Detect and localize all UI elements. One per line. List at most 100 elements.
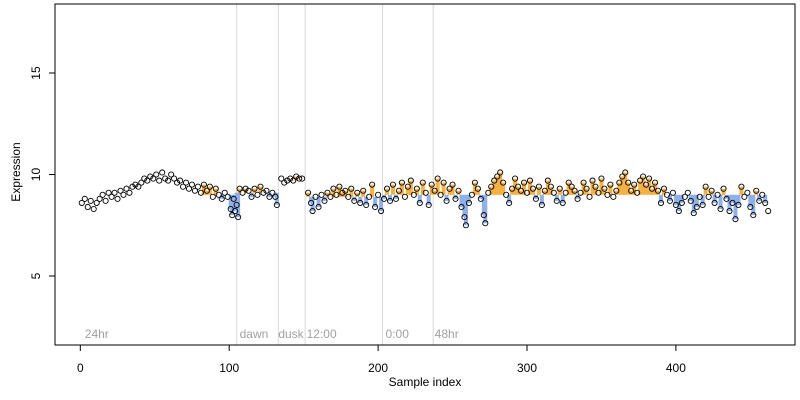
deviation-bar — [441, 182, 446, 195]
deviation-bar — [204, 190, 209, 195]
data-point — [711, 199, 718, 206]
deviation-bar — [718, 194, 723, 210]
data-point — [273, 201, 280, 208]
region-lines-group — [236, 4, 434, 345]
data-point — [595, 189, 602, 196]
data-point — [705, 193, 712, 200]
deviation-bar — [230, 194, 235, 216]
deviation-bar — [754, 190, 759, 195]
data-point — [327, 193, 334, 200]
deviation-bar — [432, 190, 437, 195]
region-label: 12:00 — [307, 327, 337, 341]
data-point — [750, 212, 757, 219]
deviation-bar — [501, 182, 506, 195]
data-point — [562, 189, 569, 196]
data-point — [491, 177, 498, 184]
data-point — [455, 187, 462, 194]
data-point — [266, 193, 273, 200]
data-point — [547, 183, 554, 190]
deviation-bar — [590, 180, 595, 195]
data-point — [506, 199, 513, 206]
data-point — [144, 177, 151, 184]
data-point — [497, 169, 504, 176]
data-point — [378, 207, 385, 215]
data-point — [407, 177, 414, 184]
data-point — [171, 175, 178, 182]
region-label: 48hr — [435, 327, 459, 341]
data-point — [389, 181, 397, 188]
data-point — [693, 203, 700, 211]
deviation-bar — [306, 192, 311, 197]
deviation-bar — [453, 194, 458, 199]
data-point — [604, 191, 611, 198]
data-point — [224, 193, 231, 200]
deviation-bar — [641, 176, 646, 195]
deviation-bar — [629, 190, 634, 195]
data-point — [111, 189, 118, 196]
data-point — [568, 183, 575, 190]
data-point — [416, 199, 423, 206]
data-point — [296, 175, 303, 182]
deviation-bar — [466, 194, 471, 203]
data-point — [206, 183, 213, 190]
x-axis-label: Sample index — [389, 375, 462, 389]
data-point — [696, 193, 703, 200]
x-tick-label: 0 — [77, 361, 84, 375]
data-point — [643, 181, 650, 188]
data-point — [114, 195, 121, 202]
data-point — [372, 203, 379, 211]
data-point — [717, 205, 724, 213]
deviation-bar — [545, 180, 550, 195]
data-point — [200, 181, 207, 188]
data-point — [625, 179, 632, 186]
data-point — [425, 201, 432, 208]
data-point — [687, 197, 694, 204]
data-point — [684, 189, 691, 196]
data-point — [634, 189, 641, 196]
data-point — [99, 191, 106, 198]
data-point — [477, 195, 484, 202]
data-point — [610, 193, 617, 200]
data-point — [649, 185, 656, 192]
data-point — [538, 201, 545, 208]
deviation-bar — [405, 186, 410, 195]
data-point — [78, 199, 85, 206]
deviation-bar — [507, 194, 512, 203]
data-point — [182, 179, 190, 186]
data-point — [471, 179, 478, 186]
data-point — [383, 185, 391, 192]
deviation-bar — [399, 182, 404, 195]
data-point — [209, 193, 216, 200]
data-point — [312, 193, 319, 200]
data-point — [235, 214, 242, 221]
data-point — [191, 187, 199, 194]
data-point — [309, 207, 316, 215]
data-point — [257, 183, 264, 190]
data-point — [87, 197, 94, 204]
data-point — [515, 183, 522, 190]
deviation-bar — [456, 190, 461, 195]
data-point — [431, 187, 438, 194]
data-point — [96, 195, 103, 202]
deviation-bar — [450, 184, 455, 195]
deviation-bar — [724, 194, 729, 199]
data-point — [290, 177, 297, 184]
deviation-bar — [355, 192, 360, 197]
deviation-bar — [560, 194, 565, 203]
deviation-bar — [393, 194, 398, 199]
deviation-bar — [322, 196, 327, 201]
deviation-bar — [390, 184, 395, 195]
deviation-bar — [364, 196, 369, 205]
data-point — [336, 183, 343, 190]
x-tick-label: 400 — [666, 361, 686, 375]
data-point — [321, 197, 328, 204]
data-point — [308, 199, 315, 206]
data-point — [422, 189, 429, 196]
deviation-bar — [739, 186, 744, 195]
data-point — [203, 187, 210, 194]
deviation-bar — [679, 194, 684, 203]
data-point — [646, 175, 653, 182]
region-label: 0:00 — [386, 327, 410, 341]
data-point — [185, 185, 193, 192]
